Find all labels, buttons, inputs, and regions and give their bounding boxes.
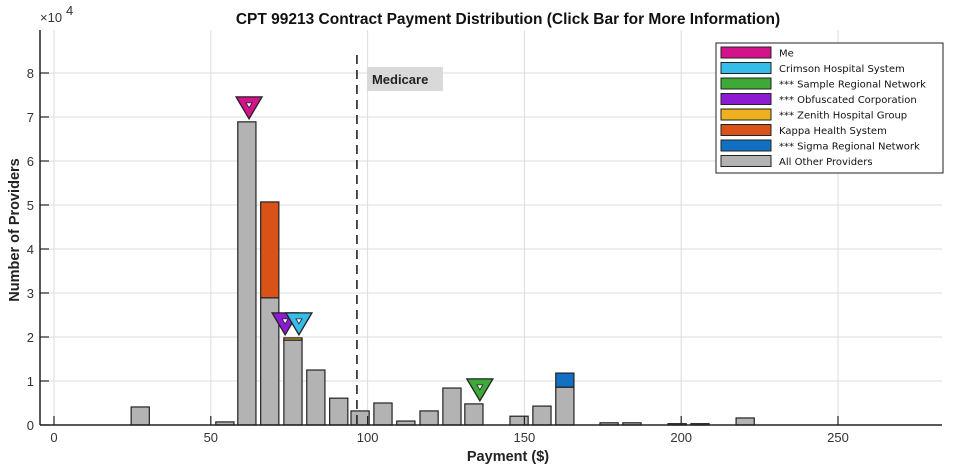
marker-inner-icon <box>245 102 253 109</box>
legend-label: *** Sample Regional Network <box>779 80 926 91</box>
legend-swatch <box>720 108 772 121</box>
y-tick-label: 2 <box>27 330 34 345</box>
bar-segment[interactable] <box>329 397 349 426</box>
legend-label: Kappa Health System <box>779 126 887 137</box>
bar-segment[interactable] <box>464 403 484 426</box>
histogram-bar[interactable] <box>464 403 484 426</box>
marker-inner-icon <box>281 318 289 325</box>
provider-markers <box>234 96 495 403</box>
x-tick-label: 150 <box>514 430 536 445</box>
histogram-bar[interactable] <box>532 405 552 426</box>
bar-segment[interactable] <box>442 387 462 426</box>
y-axis-label: Number of Providers <box>7 158 23 301</box>
bar-segment[interactable] <box>130 406 150 426</box>
legend-item: Me <box>720 46 794 60</box>
legend-label: *** Sigma Regional Network <box>779 142 920 153</box>
legend-swatch <box>720 46 772 59</box>
x-tick-label: 100 <box>357 430 379 445</box>
y-tick-label: 3 <box>27 286 34 301</box>
histogram-bar[interactable] <box>373 402 393 426</box>
legend-item: *** Sample Regional Network <box>720 77 926 91</box>
x-tick-label: 250 <box>827 430 849 445</box>
bar-segment[interactable] <box>283 337 303 341</box>
x-tick-label: 0 <box>50 430 57 445</box>
y-tick-label: 5 <box>27 198 34 213</box>
y-tick-label: 1 <box>27 374 34 389</box>
bar-segment[interactable] <box>350 410 370 426</box>
legend-item: Kappa Health System <box>720 124 887 137</box>
y-tick-label: 4 <box>27 242 34 257</box>
legend-swatch <box>720 62 772 74</box>
histogram-bar[interactable] <box>329 397 349 426</box>
bar-segment[interactable] <box>260 201 280 299</box>
medicare-label-box <box>366 67 443 91</box>
bar-segment[interactable] <box>419 410 439 426</box>
y-axis-exponent: ×10 4 <box>40 3 73 25</box>
legend-swatch <box>720 93 772 105</box>
bar-segment[interactable] <box>509 415 529 426</box>
legend-swatch <box>720 139 772 152</box>
legend-item: *** Zenith Hospital Group <box>720 108 907 122</box>
legend-swatch <box>720 124 772 136</box>
y-tick-label: 6 <box>27 154 34 169</box>
legend-label: *** Zenith Hospital Group <box>779 111 907 122</box>
bar-segment[interactable] <box>555 386 575 426</box>
histogram-bar[interactable] <box>260 201 280 426</box>
histogram-bar[interactable] <box>350 410 370 426</box>
bar-segment[interactable] <box>735 417 755 426</box>
legend-item: *** Sigma Regional Network <box>720 139 920 153</box>
legend-item: Crimson Hospital System <box>720 62 905 75</box>
histogram-bar[interactable] <box>509 415 529 426</box>
x-tick-label: 50 <box>204 430 218 445</box>
marker-inner-icon <box>476 384 484 391</box>
exponent-power: 4 <box>66 3 73 18</box>
reference-lines: Medicare <box>356 55 443 425</box>
bar-segment[interactable] <box>373 402 393 426</box>
bar-segment[interactable] <box>555 372 575 388</box>
y-tick-label: 0 <box>27 418 34 433</box>
exponent-base: ×10 <box>40 10 62 25</box>
histogram-bar[interactable] <box>306 369 326 426</box>
legend-label: Crimson Hospital System <box>779 64 905 75</box>
chart-title: CPT 99213 Contract Payment Distribution … <box>236 11 780 28</box>
bar-segment[interactable] <box>306 369 326 426</box>
histogram-bar[interactable] <box>237 121 257 426</box>
bar-segment[interactable] <box>532 405 552 426</box>
histogram-bar[interactable] <box>130 406 150 426</box>
histogram-bar[interactable] <box>419 410 439 426</box>
histogram-bar[interactable] <box>442 387 462 426</box>
histogram-bar[interactable] <box>555 372 575 426</box>
histogram-bar[interactable] <box>283 337 303 426</box>
legend-label: All Other Providers <box>779 157 873 168</box>
bar-segment[interactable] <box>237 121 257 426</box>
y-tick-label: 8 <box>27 66 34 81</box>
legend-item: All Other Providers <box>720 155 873 168</box>
histogram-bar[interactable] <box>735 417 755 426</box>
medicare-label: Medicare <box>372 72 428 87</box>
x-tick-label: 200 <box>670 430 692 445</box>
legend-label: Me <box>779 49 794 60</box>
bars[interactable] <box>130 121 755 426</box>
axes: 0 50 100 150 200 250 0 1 2 3 4 5 6 7 8 <box>27 30 942 445</box>
legend-label: *** Obfuscated Corporation <box>779 95 917 106</box>
legend: Me Crimson Hospital System *** Sample Regi… <box>715 42 944 174</box>
legend-item: *** Obfuscated Corporation <box>720 93 917 106</box>
y-tick-label: 7 <box>27 110 34 125</box>
bar-segment[interactable] <box>283 339 303 426</box>
x-axis-label: Payment ($) <box>467 449 549 465</box>
legend-swatch <box>720 155 772 167</box>
legend-swatch <box>720 77 772 90</box>
marker-inner-icon <box>295 318 303 325</box>
